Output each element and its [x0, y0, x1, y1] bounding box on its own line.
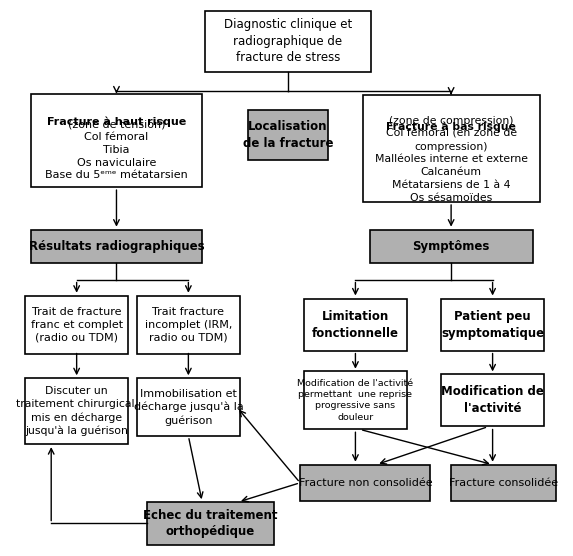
Bar — [25, 296, 128, 354]
Bar — [441, 299, 544, 351]
Text: (zone de tension)
Col fémoral
Tibia
Os naviculaire
Base du 5ᵉᵐᵉ métatarsien: (zone de tension) Col fémoral Tibia Os n… — [45, 119, 188, 180]
Text: Patient peu
symptomatique: Patient peu symptomatique — [441, 310, 544, 340]
Text: Fracture non consolidée: Fracture non consolidée — [299, 478, 432, 488]
Text: Echec du traitement
orthopédique: Echec du traitement orthopédique — [143, 509, 278, 538]
Text: Fracture à bas risque: Fracture à bas risque — [386, 122, 516, 132]
Bar — [304, 299, 407, 351]
Text: Trait fracture
incomplet (IRM,
radio ou TDM): Trait fracture incomplet (IRM, radio ou … — [145, 307, 232, 342]
Text: Trait de fracture
franc et complet
(radio ou TDM): Trait de fracture franc et complet (radi… — [30, 307, 123, 342]
Text: Limitation
fonctionnelle: Limitation fonctionnelle — [312, 310, 399, 340]
Text: Localisation
de la fracture: Localisation de la fracture — [243, 120, 333, 150]
Bar — [248, 110, 328, 160]
Bar — [137, 296, 240, 354]
Bar — [304, 371, 407, 429]
Bar — [451, 465, 556, 500]
Text: Modification de l'activité
permettant  une reprise
progressive sans
douleur: Modification de l'activité permettant un… — [297, 379, 414, 422]
Bar — [147, 502, 274, 545]
Bar — [31, 230, 202, 262]
Bar — [363, 95, 540, 202]
Text: Résultats radiographiques: Résultats radiographiques — [29, 240, 205, 252]
Text: Fracture consolidée: Fracture consolidée — [449, 478, 558, 488]
Text: Modification de
l'activité: Modification de l'activité — [441, 385, 544, 415]
Bar — [25, 378, 128, 444]
Text: Fracture à haut risque: Fracture à haut risque — [47, 116, 186, 127]
Bar — [370, 230, 533, 262]
Bar — [300, 465, 430, 500]
Text: Discuter un
traitement chirurgical,
mis en décharge
jusqu'à la guérison: Discuter un traitement chirurgical, mis … — [15, 386, 138, 436]
Text: (zone de compression)
Col fémoral (en zone de
compression)
Malléoles interne et : (zone de compression) Col fémoral (en zo… — [375, 116, 528, 203]
Bar — [31, 93, 202, 187]
Text: Diagnostic clinique et
radiographique de
fracture de stress: Diagnostic clinique et radiographique de… — [224, 18, 352, 64]
Text: Immobilisation et
décharge jusqu'à la
guérison: Immobilisation et décharge jusqu'à la gu… — [134, 389, 244, 426]
Bar — [441, 374, 544, 426]
Text: Symptômes: Symptômes — [413, 240, 490, 252]
Bar — [137, 379, 240, 436]
Bar — [205, 11, 371, 72]
